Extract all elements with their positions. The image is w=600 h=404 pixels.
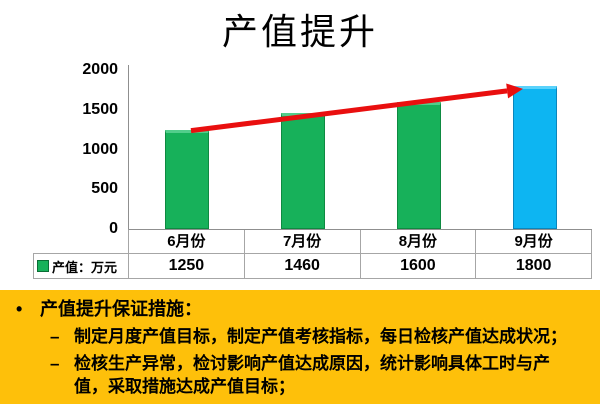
- bar-7月份: [281, 112, 325, 229]
- value-row: 1250 1460 1600 1800: [128, 253, 592, 279]
- measures-panel: • 产值提升保证措施： – 制定月度产值目标，制定产值考核指标，每日检核产值达成…: [0, 290, 600, 404]
- y-axis-tick-label: 500: [91, 180, 118, 198]
- month-cell: 7月份: [245, 230, 361, 253]
- page-title: 产值提升: [221, 12, 378, 52]
- bullet-icon: •: [16, 299, 23, 319]
- month-cell: 6月份: [129, 230, 245, 253]
- value-cell: 1600: [361, 254, 477, 278]
- dash-icon: –: [50, 354, 60, 373]
- dash-icon: –: [50, 327, 60, 346]
- bar-6月份: [165, 129, 209, 229]
- measure-item: – 制定月度产值目标，制定产值考核指标，每日检核产值达成状况；: [50, 325, 600, 348]
- value-cell: 1460: [245, 254, 361, 278]
- y-axis-tick-label: 2000: [82, 61, 118, 78]
- legend-label: 产值：万元: [52, 259, 118, 275]
- measure-item-text: 制定月度产值目标，制定产值考核指标，每日检核产值达成状况；: [74, 327, 567, 346]
- y-axis-tick-label: 1000: [82, 140, 118, 158]
- plot-area: [128, 65, 592, 229]
- value-cell: 1250: [129, 254, 245, 278]
- month-cell: 8月份: [361, 230, 477, 253]
- measure-item: – 检核生产异常，检讨影响产值达成原因，统计影响具体工时与产值，采取措施达成产值…: [50, 352, 600, 398]
- value-cell: 1800: [476, 254, 592, 278]
- legend-swatch-icon: [37, 260, 49, 272]
- bar-9月份: [513, 85, 557, 229]
- y-axis-tick-label: 1500: [82, 100, 118, 118]
- chart-legend: 产值：万元: [33, 253, 128, 279]
- bar-8月份: [397, 101, 441, 229]
- month-header-row: 6月份 7月份 8月份 9月份: [128, 229, 592, 253]
- measures-heading-row: • 产值提升保证措施：: [0, 290, 600, 321]
- month-cell: 9月份: [476, 230, 592, 253]
- measure-item-text: 检核生产异常，检讨影响产值达成原因，统计影响具体工时与产值，采取措施达成产值目标…: [74, 354, 550, 396]
- y-axis-tick-label: 0: [109, 220, 118, 237]
- measures-heading: 产值提升保证措施：: [40, 299, 202, 319]
